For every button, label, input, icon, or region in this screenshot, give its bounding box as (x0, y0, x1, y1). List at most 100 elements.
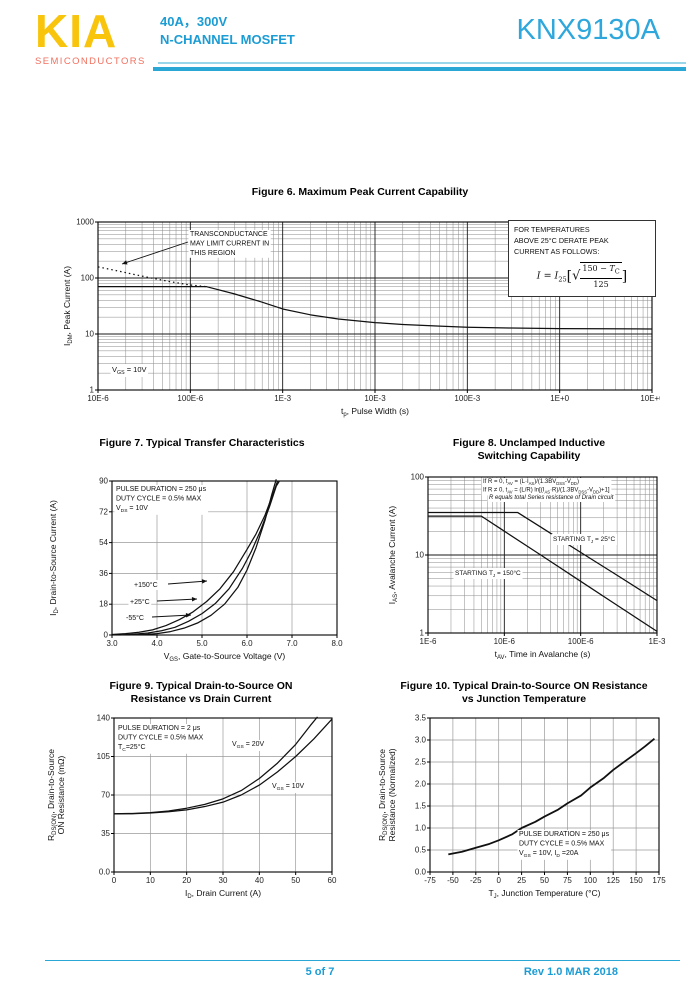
arrow-head (191, 597, 197, 602)
note-bg (124, 613, 146, 624)
note-bg (517, 829, 612, 860)
figure10-chart: PULSE DURATION = 250 μs DUTY CYCLE = 0.5%… (377, 713, 666, 900)
x-tick-label: 1E-3 (274, 394, 291, 403)
y-tick-label: 100 (411, 472, 425, 481)
figure-9-ylabel: RDS(ON), Drain-to-Source (46, 749, 58, 841)
x-tick-label: 10E-6 (87, 394, 109, 403)
figure9-chart: PULSE DURATION = 2 μs DUTY CYCLE = 0.5% M… (46, 713, 337, 900)
note-text: PULSE DURATION = 250 μs (519, 831, 610, 838)
series-curve-plus150C (111, 481, 279, 636)
figure-6-xlabel: tp, Pulse Width (s) (341, 406, 409, 418)
figure8-caption: Figure 8. Unclamped Inductive Switching … (452, 437, 606, 463)
note-bg (270, 781, 307, 793)
y-tick-label: 105 (97, 752, 111, 761)
note-text: R equals total Series resistance of Drai… (489, 495, 614, 501)
derating-note-line: CURRENT AS FOLLOWS: (514, 246, 600, 256)
note-vgs-condition: VGS = 10V (110, 364, 149, 378)
x-tick-label: 10E-3 (364, 394, 386, 403)
figure-10-ylabel: Resistance (Normalized) (387, 748, 397, 841)
x-tick-label: 20 (182, 876, 191, 885)
x-tick-label: 40 (255, 876, 264, 885)
series-vgs-10v (113, 718, 333, 815)
header-rule-thin (158, 62, 686, 64)
y-tick-label: 70 (101, 790, 110, 799)
revision-label: Rev 1.0 MAR 2018 (523, 966, 618, 978)
page-number: 5 of 7 (305, 966, 335, 978)
note-label-minus55C: -55°C (124, 613, 146, 624)
y-tick-label: 18 (99, 600, 108, 609)
figure-9-ylabel: ON Resistance (mΩ) (56, 755, 66, 834)
arrow-line (167, 580, 208, 585)
arrow-head (185, 613, 191, 618)
note-test-conditions: PULSE DURATION = 250 μs DUTY CYCLE = 0.5%… (517, 829, 612, 860)
x-tick-label: 10E+0 (640, 394, 660, 403)
note-bg (551, 533, 617, 545)
figure-7-xlabel: VGS, Gate-to-Source Voltage (V) (164, 651, 286, 663)
figure-10-xlabel: TJ, Junction Temperature (°C) (488, 888, 600, 900)
arrow-line (121, 242, 189, 265)
y-tick-label: 54 (99, 539, 108, 548)
note-text: VGS = 10V, ID =20A (519, 850, 579, 859)
header-rule-thick (153, 67, 686, 71)
note-text: VDS = 10V (116, 505, 148, 514)
arrow-line (151, 614, 192, 618)
y-tick-label: 100 (81, 274, 95, 283)
x-tick-label: 7.0 (286, 639, 298, 648)
note-text: STARTING TJ = 150°C (455, 569, 521, 578)
y-tick-label: 36 (99, 569, 108, 578)
logo-text: KIA (35, 5, 118, 57)
figure9-caption: Figure 9. Typical Drain-to-Source ON Res… (109, 680, 293, 706)
x-tick-label: -50 (447, 876, 459, 885)
note-text: VGS = 10V (112, 365, 147, 376)
figure7-block: Figure 7. Typical Transfer Characteristi… (42, 437, 362, 675)
y-tick-label: 2.0 (415, 779, 427, 788)
x-tick-label: 25 (517, 876, 526, 885)
plot-border (111, 480, 338, 636)
figure7-chart: PULSE DURATION = 250 μs DUTY CYCLE = 0.5%… (48, 477, 343, 664)
x-tick-label: 100 (584, 876, 598, 885)
note-text: PULSE DURATION = 250 μs (116, 486, 207, 493)
figure-9-xlabel: ID, Drain Current (A) (185, 888, 261, 900)
x-tick-label: 10E-6 (494, 637, 516, 646)
derating-note-line: ABOVE 25°C DERATE PEAK (514, 235, 609, 245)
x-tick-label: 100E-6 (568, 637, 594, 646)
figure9-block: Figure 9. Typical Drain-to-Source ON Res… (40, 680, 362, 912)
note-label-plus150C: +150°C (132, 580, 160, 591)
note-bg (116, 723, 206, 754)
note-text: VGS = 10V (272, 783, 305, 792)
y-tick-label: 3.0 (415, 735, 427, 744)
figure6-caption: Figure 6. Maximum Peak Current Capabilit… (251, 186, 469, 198)
note-avalanche-equations: If R = 0, tAV = (L·IAS)/(1.3BVDSS-VDD)If… (481, 477, 612, 496)
x-tick-label: 100E-3 (454, 394, 480, 403)
figure-8-ylabel: IAS, Avalanche Current (A) (387, 505, 399, 604)
figure-6-ylabel: IDM, Peak Current (A) (62, 266, 74, 346)
series-rdson-normalized (448, 737, 655, 856)
logo-subtitle: SEMICONDUCTORS (35, 56, 146, 67)
note-bg (114, 485, 209, 516)
derating-note: FOR TEMPERATURES ABOVE 25°C DERATE PEAK … (508, 220, 656, 297)
note-transconductance-note: TRANSCONDUCTANCE MAY LIMIT CURRENT IN THIS… (188, 230, 271, 259)
y-tick-label: 0 (104, 631, 109, 640)
note-bg (230, 739, 267, 751)
arrow-head (122, 260, 128, 265)
spec-type: N-CHANNEL MOSFET (160, 32, 295, 48)
x-tick-label: 100E-6 (177, 394, 203, 403)
figure10-caption: Figure 10. Typical Drain-to-Source ON Re… (400, 680, 648, 706)
figure7-caption: Figure 7. Typical Transfer Characteristi… (99, 437, 305, 449)
y-tick-label: 0.0 (415, 867, 427, 876)
x-tick-label: 8.0 (331, 639, 343, 648)
note-text: TRANSCONDUCTANCE (190, 231, 268, 238)
y-tick-label: 140 (97, 713, 111, 722)
note-avalanche-note: R equals total Series resistance of Drai… (487, 493, 616, 502)
figure-8-xlabel: tAV, Time in Avalanche (s) (495, 649, 591, 661)
figure10-block: Figure 10. Typical Drain-to-Source ON Re… (373, 680, 675, 912)
y-tick-label: 35 (101, 829, 110, 838)
note-text: -55°C (126, 614, 144, 622)
y-tick-label: 10 (415, 550, 424, 559)
note-label-plus25C: +25°C (128, 597, 152, 608)
note-text: DUTY CYCLE = 0.5% MAX (116, 496, 202, 503)
note-bg (188, 230, 271, 259)
note-label-vgs20: VGS = 20V (230, 739, 267, 751)
arrow-line (156, 598, 198, 602)
x-tick-label: 30 (219, 876, 228, 885)
